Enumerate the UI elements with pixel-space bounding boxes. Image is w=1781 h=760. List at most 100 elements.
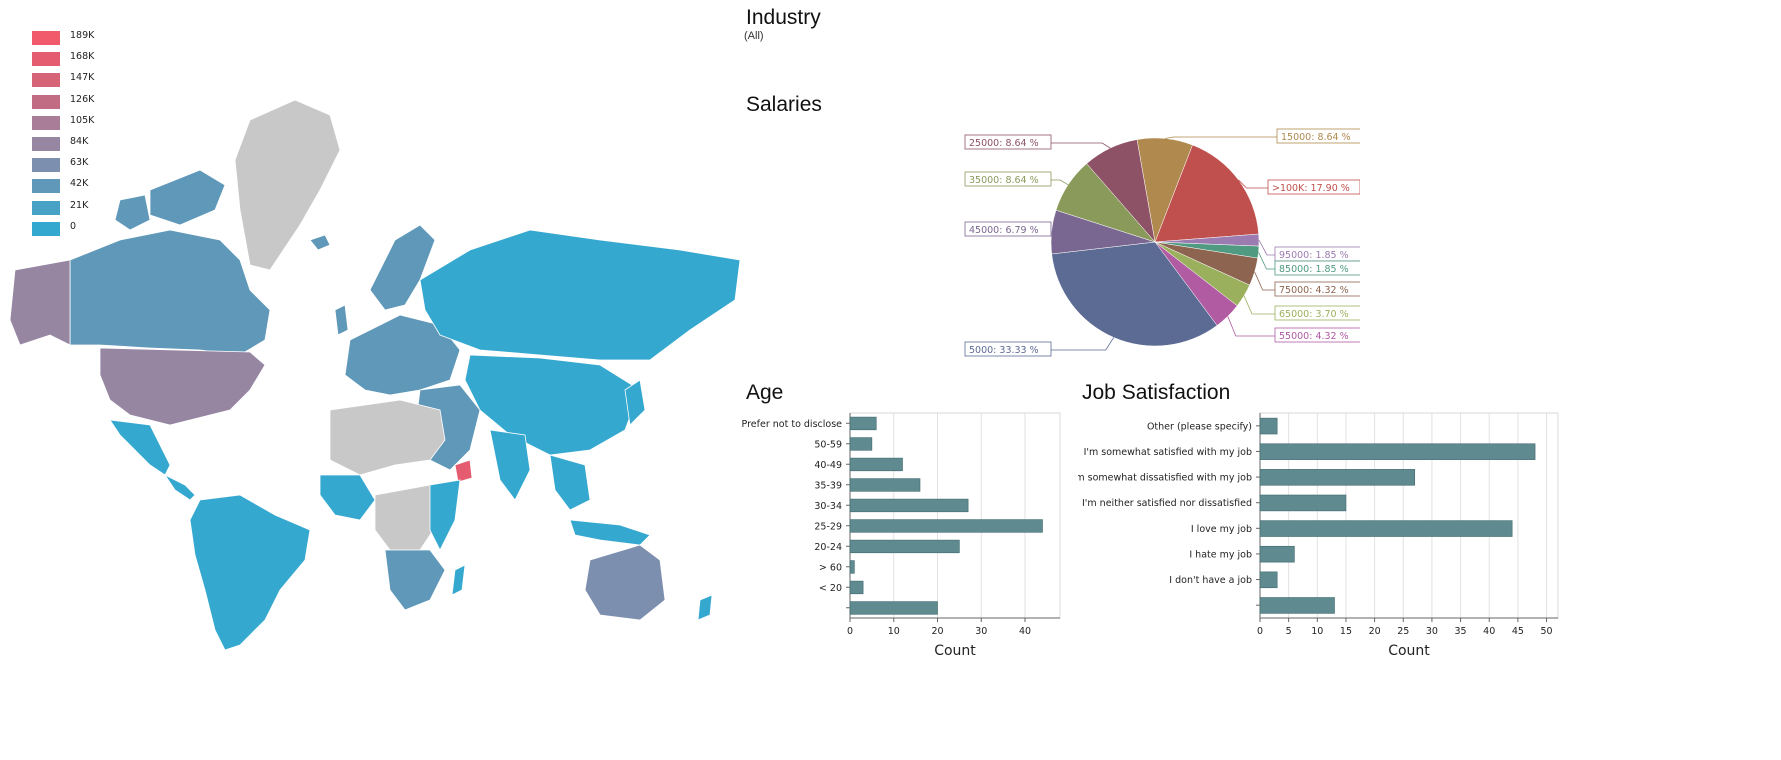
bar[interactable] <box>1259 469 1416 486</box>
bar[interactable] <box>1259 520 1513 537</box>
y-tick-label: I hate my job <box>1189 549 1252 560</box>
map-region-western-europe <box>344 314 461 396</box>
map-south-america[interactable] <box>189 494 311 650</box>
bar[interactable] <box>849 498 969 513</box>
job-satisfaction-title: Job Satisfaction <box>1082 381 1231 404</box>
map-asia[interactable] <box>414 229 741 546</box>
pie-label-box <box>1274 327 1360 343</box>
x-tick-label: 25 <box>1397 626 1409 637</box>
pie-label-box <box>964 221 1052 237</box>
legend-swatch <box>32 179 60 194</box>
bar[interactable] <box>849 519 1043 533</box>
map-region-indonesia <box>569 519 651 546</box>
y-tick-label: 25-29 <box>814 521 842 532</box>
pie-label-box <box>1274 281 1360 297</box>
map-region-south-america <box>189 494 311 650</box>
map-europe[interactable] <box>309 224 461 396</box>
map-region-mexico <box>109 419 171 476</box>
legend-swatch <box>32 136 60 151</box>
bar[interactable] <box>1259 443 1536 460</box>
map-region-japan <box>624 379 646 426</box>
pie-label-box <box>1274 305 1360 321</box>
legend-label: 42K <box>70 178 89 190</box>
legend-label: 84K <box>70 135 89 147</box>
legend-item[interactable]: 21K <box>28 198 128 219</box>
pie-label-box <box>964 171 1052 187</box>
bar[interactable] <box>1259 494 1347 512</box>
bar[interactable] <box>1259 545 1295 563</box>
y-tick-label: 40-49 <box>814 460 842 471</box>
pie-label-connector <box>1227 316 1275 337</box>
pie-label-box <box>1267 179 1360 195</box>
map-region-china-central-asia <box>464 354 641 456</box>
legend-label: 168K <box>70 51 95 63</box>
age-bar-chart[interactable]: Prefer not to disclose 50-59 40-49 35-39 30-… <box>740 405 1070 665</box>
map-region-canada-arctic <box>149 169 226 226</box>
legend-label: 189K <box>70 30 95 41</box>
legend-swatch <box>32 73 60 88</box>
x-tick-label: 30 <box>975 626 987 637</box>
x-tick-label: 40 <box>1483 626 1495 637</box>
legend-swatch <box>32 52 60 67</box>
legend-label: 126K <box>70 93 95 105</box>
bar[interactable] <box>849 539 960 554</box>
map-region-australia <box>584 544 666 621</box>
pie-label-box <box>964 341 1052 357</box>
map-region-central-america <box>163 473 196 501</box>
map-region-new-zealand <box>697 594 713 621</box>
bar[interactable] <box>849 457 903 472</box>
map-region-usa <box>99 347 266 426</box>
x-tick-label: 15 <box>1340 626 1352 637</box>
industry-title: Industry <box>746 6 821 29</box>
pie-label-connector <box>1243 295 1275 315</box>
bar[interactable] <box>849 601 938 615</box>
legend-item[interactable]: 126K <box>28 92 128 113</box>
salaries-pie-chart[interactable]: 15000: 8.64 % >100K: 17.90 % 95000: 1.85 %… <box>940 115 1360 360</box>
bar[interactable] <box>849 580 864 595</box>
legend-item[interactable]: 63K <box>28 155 128 176</box>
pie-slice-label: 35000: 8.64 % <box>969 175 1039 186</box>
legend-item[interactable]: 168K <box>28 49 128 70</box>
map-region-greenland <box>234 99 341 271</box>
pie-slice-label: 55000: 4.32 % <box>1279 331 1349 342</box>
pie-slice-label: 85000: 1.85 % <box>1279 264 1349 275</box>
legend-label: 0 <box>70 220 77 232</box>
industry-filter-value[interactable]: (All) <box>744 30 764 42</box>
x-tick-label: 45 <box>1512 626 1524 637</box>
world-choropleth-map[interactable] <box>0 90 840 650</box>
legend-item[interactable]: 189K <box>28 28 128 49</box>
x-tick-label: 20 <box>931 626 943 637</box>
legend-item[interactable]: 105K <box>28 113 128 134</box>
x-tick-label: 5 <box>1286 626 1292 637</box>
bar[interactable] <box>849 437 873 451</box>
x-tick-label: 35 <box>1455 626 1467 637</box>
legend-item[interactable]: 84K <box>28 134 128 155</box>
salaries-title: Salaries <box>746 93 822 116</box>
legend-label: 105K <box>70 114 95 126</box>
pie-slice[interactable] <box>1086 139 1156 243</box>
map-africa[interactable] <box>319 399 466 611</box>
map-region-east-africa <box>429 479 461 551</box>
pie-slice-label: >100K: 17.90 % <box>1272 183 1350 194</box>
pie-label-connector <box>1051 142 1111 149</box>
bar[interactable] <box>849 478 921 492</box>
map-north-america[interactable] <box>9 99 341 501</box>
bar[interactable] <box>849 560 855 574</box>
legend-item[interactable]: 42K <box>28 176 128 197</box>
x-tick-label: 30 <box>1426 626 1438 637</box>
legend-swatch <box>32 94 60 109</box>
legend-item[interactable]: 0 <box>28 219 128 240</box>
y-tick-label: < 20 <box>819 583 842 594</box>
legend-swatch <box>32 221 60 236</box>
map-oceania[interactable] <box>584 544 713 621</box>
pie-label-box <box>1276 128 1360 144</box>
job-satisfaction-bar-chart[interactable]: Other (please specify) I'm somewhat satis… <box>1078 405 1568 665</box>
bar[interactable] <box>1259 597 1335 614</box>
map-region-canada <box>69 229 271 356</box>
y-tick-label: > 60 <box>819 562 842 573</box>
pie-slice-label: 75000: 4.32 % <box>1279 285 1349 296</box>
legend-item[interactable]: 147K <box>28 70 128 91</box>
bar[interactable] <box>1259 571 1278 589</box>
bar[interactable] <box>1259 417 1278 435</box>
bar[interactable] <box>849 416 877 431</box>
